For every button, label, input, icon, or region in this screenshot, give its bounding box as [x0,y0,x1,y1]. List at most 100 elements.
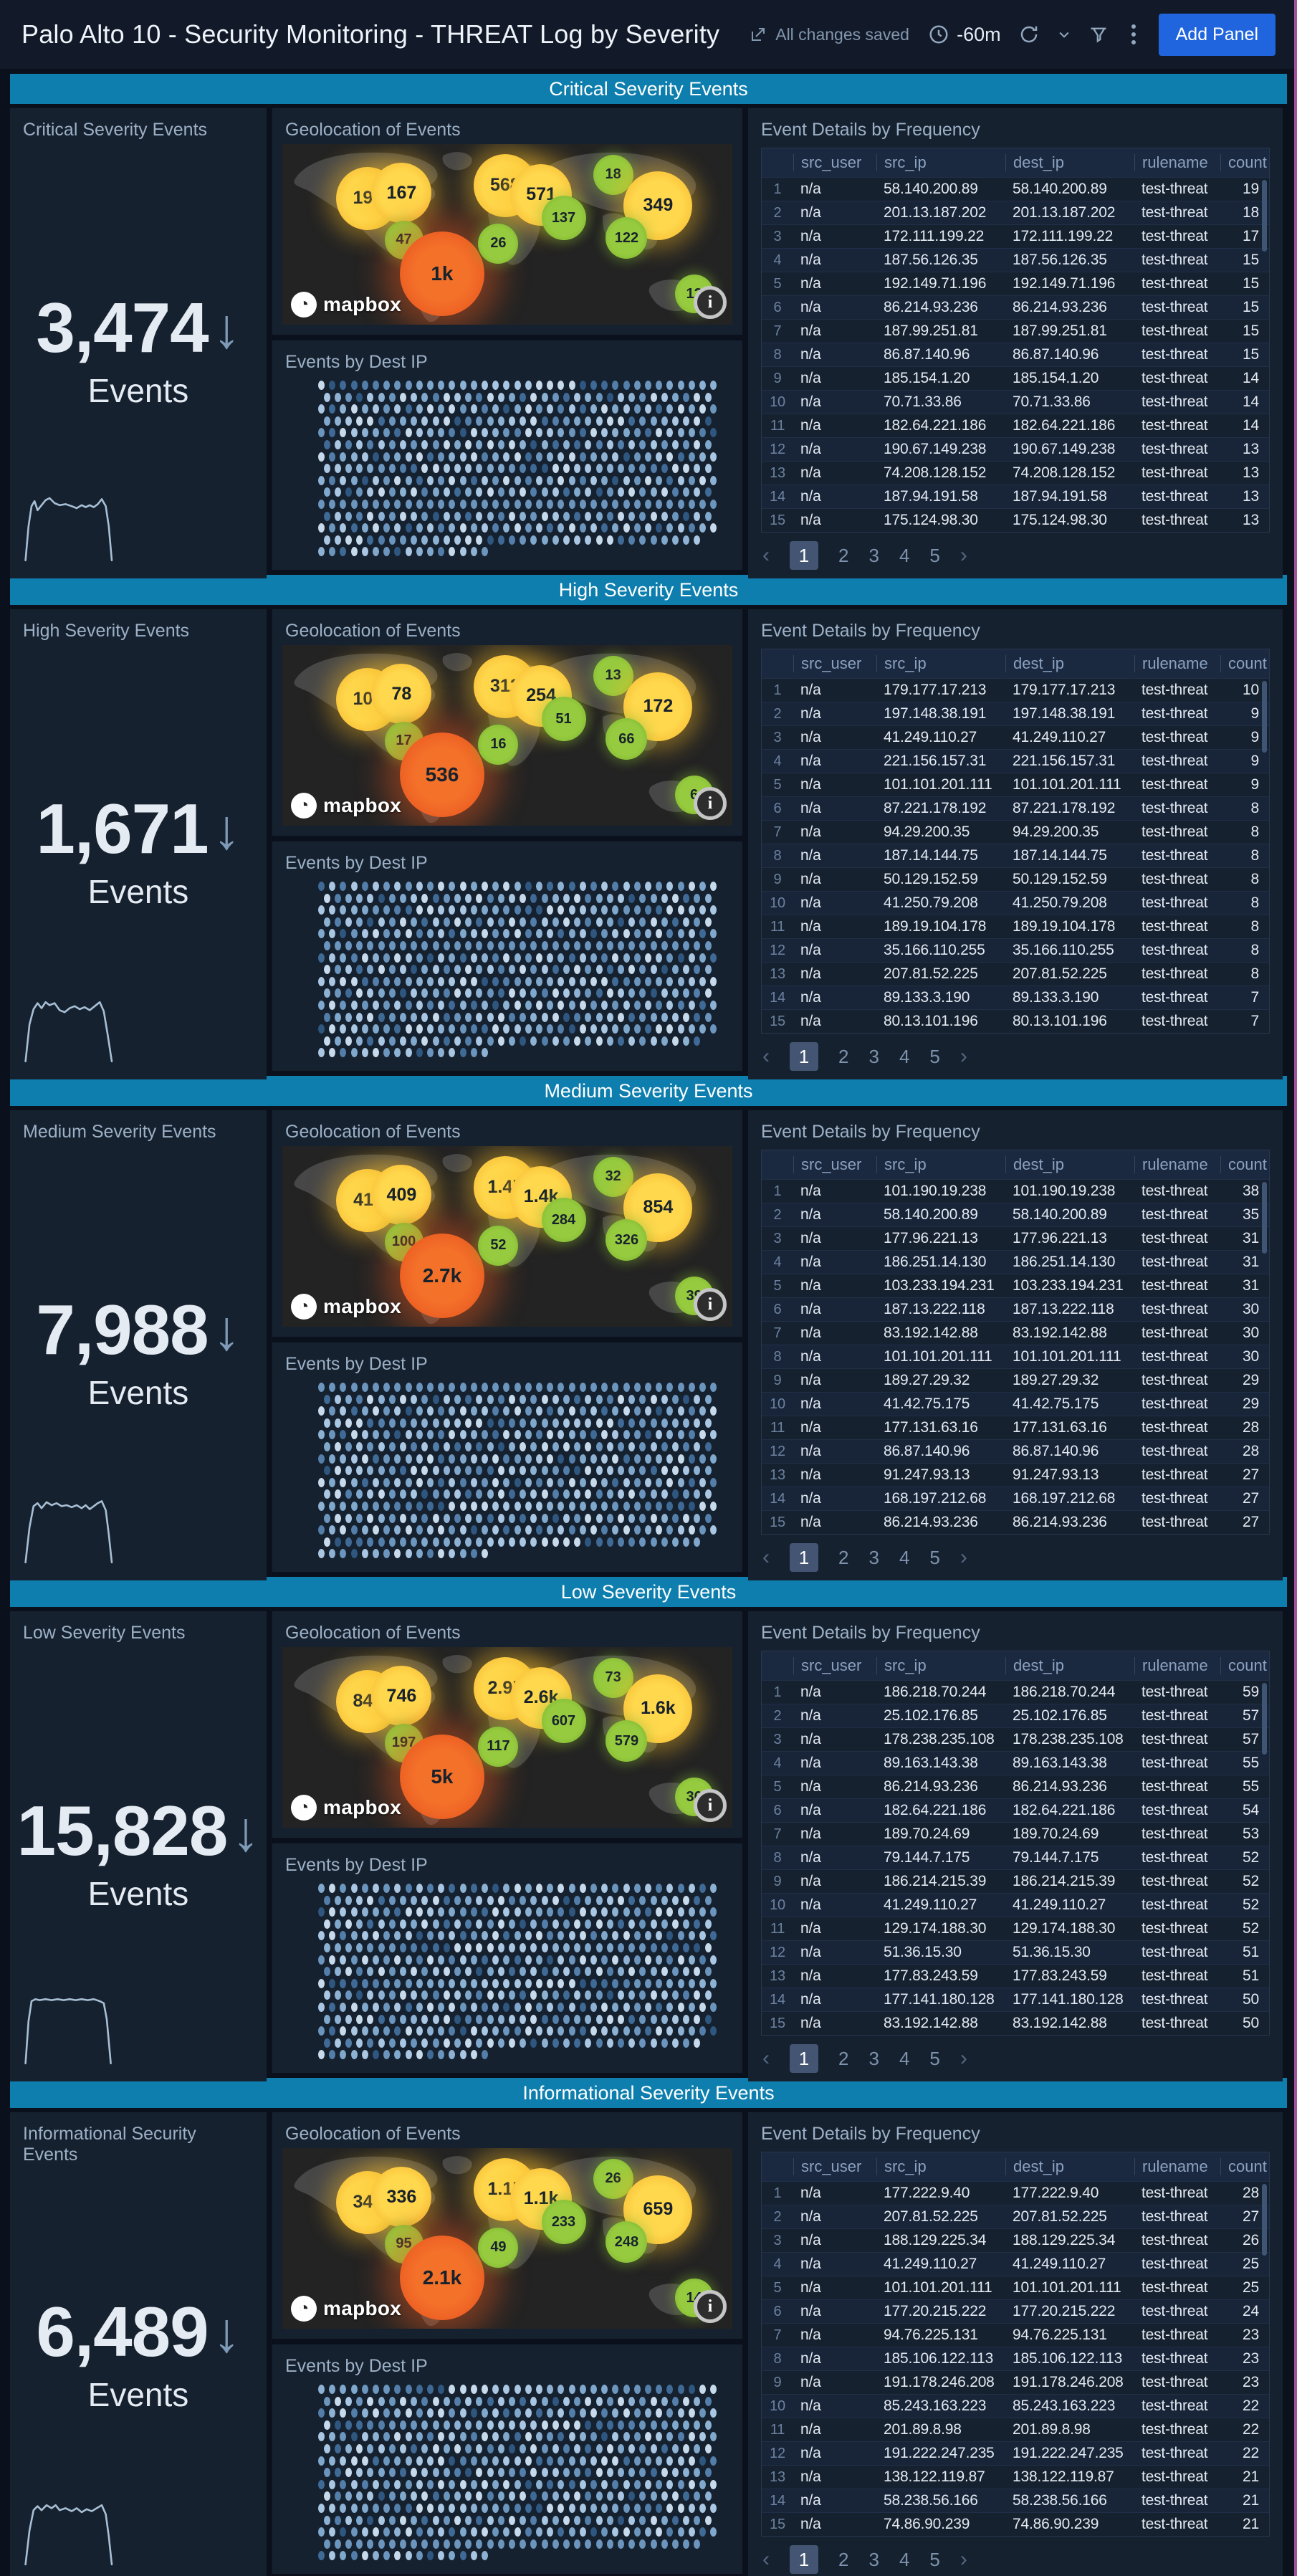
table-header-cell-src_user[interactable]: src_user [793,154,876,171]
page-button-5[interactable]: 5 [929,2047,940,2069]
page-next-icon[interactable]: › [959,543,967,567]
page-prev-icon[interactable]: ‹ [762,2046,770,2070]
add-panel-button[interactable]: Add Panel [1158,13,1276,56]
page-button-1[interactable]: 1 [790,1042,818,1071]
table-header-cell-src_ip[interactable]: src_ip [876,655,1005,672]
page-button-5[interactable]: 5 [929,1045,940,1067]
page-button-2[interactable]: 2 [838,1546,849,1568]
mapbox-logo[interactable]: ◔ mapbox [291,1795,401,1821]
info-button[interactable]: i [694,2290,727,2323]
table-header-cell-src_user[interactable]: src_user [793,1657,876,1674]
table-header-cell-rulename[interactable]: rulename [1134,2158,1220,2175]
map-bubble[interactable]: 409 [371,1165,432,1226]
refresh-icon[interactable] [1018,24,1040,45]
map-bubble[interactable]: 746 [371,1666,432,1727]
map-bubble[interactable]: 854 [623,1173,693,1242]
map-bubble[interactable]: 32 [593,1156,633,1197]
page-button-3[interactable]: 3 [868,2548,879,2570]
table-header-cell-src_ip[interactable]: src_ip [876,1156,1005,1173]
page-button-1[interactable]: 1 [790,541,818,570]
table-header-cell-dest_ip[interactable]: dest_ip [1005,154,1134,171]
page-button-4[interactable]: 4 [899,2548,910,2570]
page-button-2[interactable]: 2 [838,544,849,566]
page-button-4[interactable]: 4 [899,1546,910,1568]
map-bubble[interactable]: 2.7k [399,1234,484,1319]
map-bubble[interactable]: 607 [541,1699,586,1744]
page-button-2[interactable]: 2 [838,2047,849,2069]
world-map[interactable]: 102 78 17 536 312 254 51 16 13 172 66 6 ◔ mapbox i [282,645,732,826]
table-header-cell-count[interactable]: count [1220,1657,1268,1674]
map-bubble[interactable]: 2.1k [399,2236,484,2321]
page-button-2[interactable]: 2 [838,2548,849,2570]
table-scrollbar[interactable] [1262,180,1267,252]
map-bubble[interactable]: 66 [606,718,648,760]
table-header-cell-count[interactable]: count [1220,655,1268,672]
map-bubble[interactable]: 336 [371,2167,432,2228]
table-header-cell-src_ip[interactable]: src_ip [876,1657,1005,1674]
map-bubble[interactable]: 284 [541,1198,586,1243]
page-button-3[interactable]: 3 [868,544,879,566]
table-header-cell-src_ip[interactable]: src_ip [876,154,1005,171]
table-header-cell-count[interactable]: count [1220,2158,1268,2175]
info-button[interactable]: i [694,1288,727,1321]
page-button-3[interactable]: 3 [868,1045,879,1067]
page-button-3[interactable]: 3 [868,2047,879,2069]
table-header-cell-src_user[interactable]: src_user [793,1156,876,1173]
table-scrollbar[interactable] [1262,1683,1267,1755]
mapbox-logo[interactable]: ◔ mapbox [291,2296,401,2322]
map-bubble[interactable]: 579 [606,1720,648,1762]
map-bubble[interactable]: 26 [478,223,519,264]
mapbox-logo[interactable]: ◔ mapbox [291,1294,401,1320]
page-button-1[interactable]: 1 [790,2545,818,2574]
page-button-4[interactable]: 4 [899,2047,910,2069]
page-prev-icon[interactable]: ‹ [762,2547,770,2571]
table-header-cell-dest_ip[interactable]: dest_ip [1005,1156,1134,1173]
table-header-cell-src_ip[interactable]: src_ip [876,2158,1005,2175]
map-bubble[interactable]: 73 [593,1657,633,1698]
map-bubble[interactable]: 78 [371,664,432,725]
page-button-4[interactable]: 4 [899,1045,910,1067]
mapbox-logo[interactable]: ◔ mapbox [291,292,401,318]
mapbox-logo[interactable]: ◔ mapbox [291,793,401,819]
table-header-cell-rulename[interactable]: rulename [1134,154,1220,171]
map-bubble[interactable]: 49 [478,2227,519,2268]
table-header-cell-dest_ip[interactable]: dest_ip [1005,2158,1134,2175]
table-header-cell-count[interactable]: count [1220,1156,1268,1173]
table-header-cell-dest_ip[interactable]: dest_ip [1005,1657,1134,1674]
page-next-icon[interactable]: › [959,1044,967,1068]
page-button-5[interactable]: 5 [929,1546,940,1568]
table-header-cell-rulename[interactable]: rulename [1134,655,1220,672]
map-bubble[interactable]: 326 [606,1219,648,1261]
page-next-icon[interactable]: › [959,1545,967,1569]
page-button-5[interactable]: 5 [929,2548,940,2570]
map-bubble[interactable]: 52 [478,1225,519,1266]
page-button-1[interactable]: 1 [790,1543,818,1572]
kebab-menu-icon[interactable] [1126,22,1142,47]
info-button[interactable]: i [694,1789,727,1822]
filter-icon[interactable] [1088,24,1109,44]
page-next-icon[interactable]: › [959,2046,967,2070]
map-bubble[interactable]: 117 [478,1726,519,1767]
page-button-5[interactable]: 5 [929,544,940,566]
table-header-cell-rulename[interactable]: rulename [1134,1657,1220,1674]
map-bubble[interactable]: 233 [541,2200,586,2245]
map-bubble[interactable]: 18 [593,154,633,195]
map-bubble[interactable]: 51 [541,697,586,742]
chevron-down-icon[interactable] [1057,27,1071,42]
map-bubble[interactable]: 5k [399,1735,484,1820]
table-scrollbar[interactable] [1262,1182,1267,1254]
map-bubble[interactable]: 122 [606,217,648,259]
page-button-4[interactable]: 4 [899,544,910,566]
page-prev-icon[interactable]: ‹ [762,1545,770,1569]
table-header-cell-src_user[interactable]: src_user [793,2158,876,2175]
map-bubble[interactable]: 13 [593,655,633,696]
page-button-1[interactable]: 1 [790,2044,818,2073]
info-button[interactable]: i [694,787,727,820]
table-header-cell-dest_ip[interactable]: dest_ip [1005,655,1134,672]
table-header-cell-count[interactable]: count [1220,154,1268,171]
world-map[interactable]: 199 167 47 1k 568 571 137 26 18 349 122 12 ◔ mapbox i [282,144,732,325]
time-range-control[interactable]: -60m [928,24,1001,46]
map-bubble[interactable]: 536 [399,733,484,818]
map-bubble[interactable]: 1k [399,232,484,317]
map-bubble[interactable]: 137 [541,196,586,241]
